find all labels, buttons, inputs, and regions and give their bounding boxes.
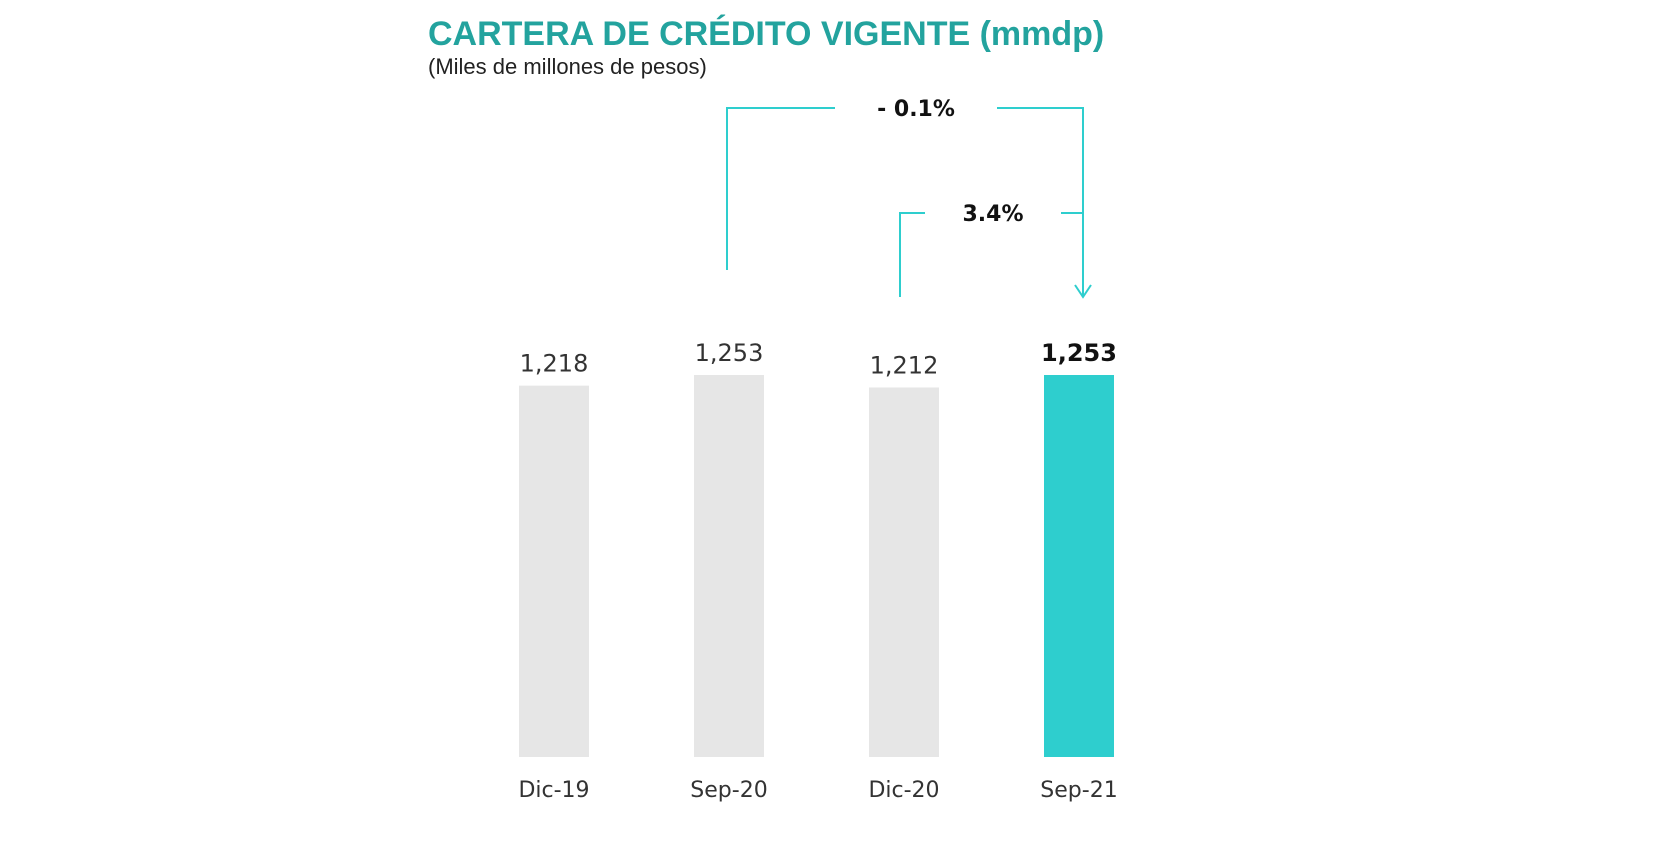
bar-dic-20: [869, 387, 939, 757]
bracket-1-right: [997, 107, 1084, 296]
change-label-2: 3.4%: [962, 202, 1023, 227]
category-label: Dic-19: [518, 778, 589, 803]
value-label: 1,212: [870, 351, 939, 379]
category-label: Sep-21: [1040, 778, 1117, 803]
bars: 1,218 Dic-19 1,253 Sep-20 1,212 Dic-20 1,253 Se…: [518, 339, 1117, 803]
arrow-down-icon: [1074, 284, 1092, 299]
chart-subtitle: (Miles de millones de pesos): [428, 54, 707, 79]
value-label: 1,218: [520, 350, 589, 378]
value-label: 1,253: [695, 339, 764, 367]
change-label-1: - 0.1%: [877, 97, 955, 122]
bar-dic-19: [519, 385, 589, 757]
chart-title: CARTERA DE CRÉDITO VIGENTE (mmdp): [428, 15, 1104, 53]
category-label: Sep-20: [690, 778, 767, 803]
bracket-1-left: [726, 107, 835, 270]
change-brackets: - 0.1% 3.4%: [726, 97, 1092, 299]
value-label: 1,253: [1041, 339, 1117, 367]
bar-sep-20: [694, 375, 764, 757]
bracket-2-left: [899, 212, 925, 297]
category-label: Dic-20: [868, 778, 939, 803]
bar-sep-21: [1044, 375, 1114, 757]
